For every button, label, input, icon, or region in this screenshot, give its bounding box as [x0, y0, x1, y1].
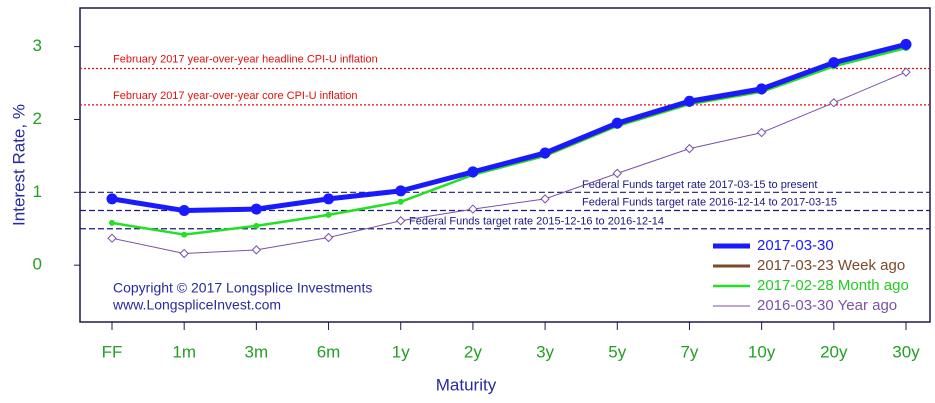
x-tick-label: 30y: [892, 342, 920, 361]
point: [107, 233, 117, 243]
point: [181, 231, 188, 238]
x-tick-label: 1y: [392, 342, 410, 361]
series-line: [111, 71, 907, 255]
point: [756, 127, 767, 138]
x-tick-label: 6m: [317, 342, 341, 361]
point: [106, 193, 118, 205]
x-tick-label: FF: [102, 342, 123, 361]
legend-label: 2017-02-28 Month ago: [757, 277, 909, 294]
point: [397, 198, 404, 205]
reference-label: Federal Funds target rate 2015-12-16 to …: [409, 216, 664, 228]
point: [325, 211, 332, 218]
y-tick-label: 1: [33, 182, 42, 201]
point: [395, 185, 407, 197]
x-tick-label: 20y: [820, 342, 848, 361]
point: [251, 245, 262, 255]
point: [901, 67, 911, 77]
series-line: [111, 46, 907, 236]
point: [468, 204, 478, 214]
x-tick-label: 3y: [536, 342, 554, 361]
point: [540, 194, 550, 204]
y-tick-label: 0: [33, 255, 42, 274]
x-axis-label: Maturity: [436, 375, 497, 394]
x-tick-label: 5y: [608, 342, 626, 361]
point: [253, 222, 260, 229]
point: [611, 117, 623, 129]
legend-label: 2017-03-23 Week ago: [757, 257, 905, 274]
reference-label: Federal Funds target rate 2016-12-14 to …: [582, 196, 837, 208]
point: [323, 193, 335, 205]
point: [756, 83, 768, 95]
x-tick-label: 10y: [748, 342, 776, 361]
copyright: Copyright © 2017 Longsplice Investments: [113, 280, 372, 296]
reference-label: February 2017 year-over-year headline CP…: [113, 53, 378, 65]
legend-label: 2016-03-30 Year ago: [757, 297, 897, 314]
point: [828, 57, 840, 69]
point: [467, 166, 479, 178]
point: [323, 232, 334, 243]
point: [250, 203, 262, 215]
x-tick-label: 3m: [245, 342, 269, 361]
x-tick-label: 2y: [464, 342, 482, 361]
point: [178, 205, 190, 217]
point: [109, 219, 115, 226]
point: [539, 147, 551, 159]
reference-label: February 2017 year-over-year core CPI-U …: [113, 90, 358, 102]
point: [396, 216, 406, 226]
y-tick-label: 3: [33, 36, 42, 55]
point: [179, 248, 189, 259]
x-tick-label: 7y: [680, 342, 698, 361]
point: [684, 143, 695, 154]
series-line: [111, 42, 907, 214]
y-axis-label: Interest Rate, %: [9, 104, 28, 226]
point: [612, 168, 622, 179]
reference-label: Federal Funds target rate 2017-03-15 to …: [582, 179, 817, 191]
website: www.LongspliceInvest.com: [112, 297, 281, 313]
y-tick-label: 2: [33, 109, 42, 128]
point: [900, 38, 912, 50]
point: [683, 95, 695, 107]
x-tick-label: 1m: [172, 342, 196, 361]
point: [829, 98, 839, 108]
legend-label: 2017-03-30: [757, 237, 834, 254]
